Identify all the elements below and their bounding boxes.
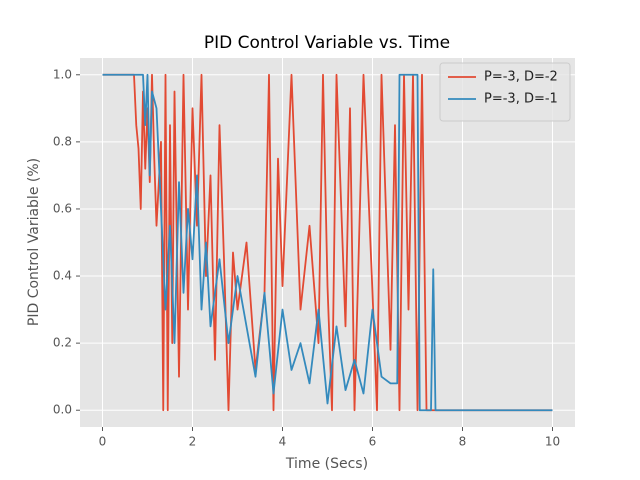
x-tick-label: 6 (369, 435, 377, 449)
y-tick-label: 0.4 (53, 269, 72, 283)
x-axis-label: Time (Secs) (285, 456, 368, 472)
x-tick-label: 10 (545, 435, 560, 449)
chart-title: PID Control Variable vs. Time (204, 33, 450, 53)
series-line (102, 73, 553, 412)
x-tick-label: 4 (279, 435, 287, 449)
y-axis-label: PID Control Variable (%) (26, 158, 42, 326)
y-tick-label: 0.0 (53, 403, 72, 417)
y-tick-label: 0.2 (53, 336, 72, 350)
legend-label: P=-3, D=-2 (484, 70, 558, 85)
y-tick-label: 0.8 (53, 134, 72, 148)
x-tick-label: 2 (189, 435, 197, 449)
x-tick-label: 8 (459, 435, 467, 449)
x-tick-label: 0 (99, 435, 107, 449)
series-line (102, 73, 553, 412)
legend-label: P=-3, D=-1 (484, 92, 558, 107)
y-tick-label: 0.6 (53, 201, 72, 215)
y-tick-label: 1.0 (53, 67, 72, 81)
